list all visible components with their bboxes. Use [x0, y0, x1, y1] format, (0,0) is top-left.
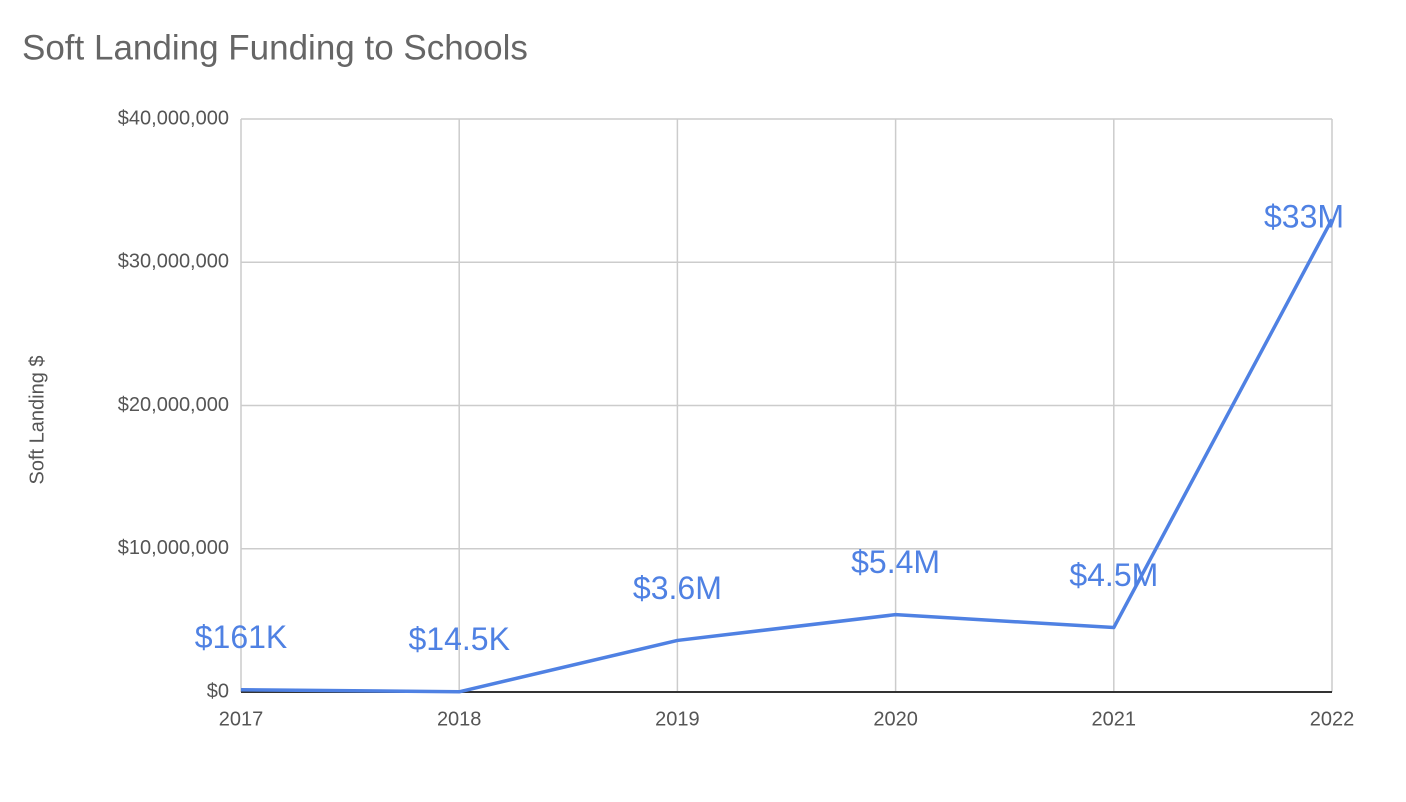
data-label: $4.5M	[1069, 557, 1158, 593]
x-tick-label: 2020	[873, 708, 918, 730]
data-label: $14.5K	[408, 621, 509, 657]
y-axis-label: Soft Landing $	[26, 356, 48, 485]
chart-title: Soft Landing Funding to Schools	[22, 28, 528, 67]
y-tick-label: $20,000,000	[118, 394, 229, 416]
data-label: $33M	[1264, 198, 1344, 234]
x-tick-label: 2022	[1310, 708, 1355, 730]
data-line	[240, 218, 1334, 694]
data-label: $3.6M	[633, 570, 722, 606]
x-tick-label: 2019	[655, 708, 700, 730]
x-tick-label: 2021	[1092, 708, 1137, 730]
y-tick-label: $10,000,000	[118, 537, 229, 559]
y-tick-label: $30,000,000	[118, 251, 229, 273]
data-label: $161K	[195, 619, 288, 655]
y-tick-label: $0	[207, 680, 229, 702]
data-label: $5.4M	[851, 544, 940, 580]
y-tick-label: $40,000,000	[118, 107, 229, 129]
x-tick-label: 2018	[437, 708, 482, 730]
x-tick-label: 2017	[219, 708, 264, 730]
